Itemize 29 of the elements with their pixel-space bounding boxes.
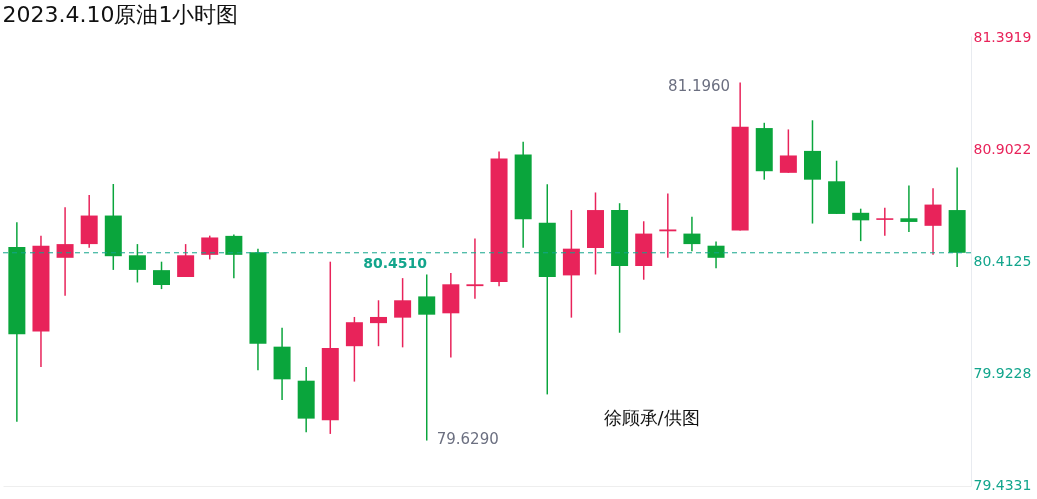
candlestick	[466, 237, 484, 300]
y-tick-label: 79.9228	[973, 364, 1032, 381]
y-tick-label: 79.4331	[973, 476, 1032, 493]
candlestick	[56, 206, 74, 297]
candlestick	[370, 299, 388, 347]
candlestick	[779, 128, 797, 174]
candlestick	[225, 233, 243, 279]
candlestick	[876, 207, 894, 237]
y-tick-label: 80.9022	[973, 141, 1032, 158]
annotation: 79.6290	[436, 429, 499, 448]
candlestick	[683, 215, 701, 252]
candlestick	[707, 240, 725, 270]
candlestick	[128, 243, 146, 284]
chart-title: 2023.4.10原油1小时图	[2, 1, 239, 27]
candlestick	[418, 273, 436, 442]
candlestick	[394, 277, 412, 349]
candlestick	[153, 260, 171, 290]
y-tick-label: 80.4125	[973, 253, 1032, 270]
ref-line-label: 80.4510	[363, 254, 428, 271]
candlestick	[345, 316, 363, 383]
candlestick	[177, 243, 195, 278]
candlestick	[201, 234, 219, 261]
annotation: 81.1960	[668, 76, 731, 95]
annotation: 徐顾承/供图	[603, 406, 700, 428]
y-tick-label: 81.3919	[973, 29, 1032, 46]
candlestick	[900, 184, 918, 233]
candlestick	[924, 187, 942, 256]
candlestick	[659, 192, 677, 259]
candlestick	[852, 207, 870, 242]
